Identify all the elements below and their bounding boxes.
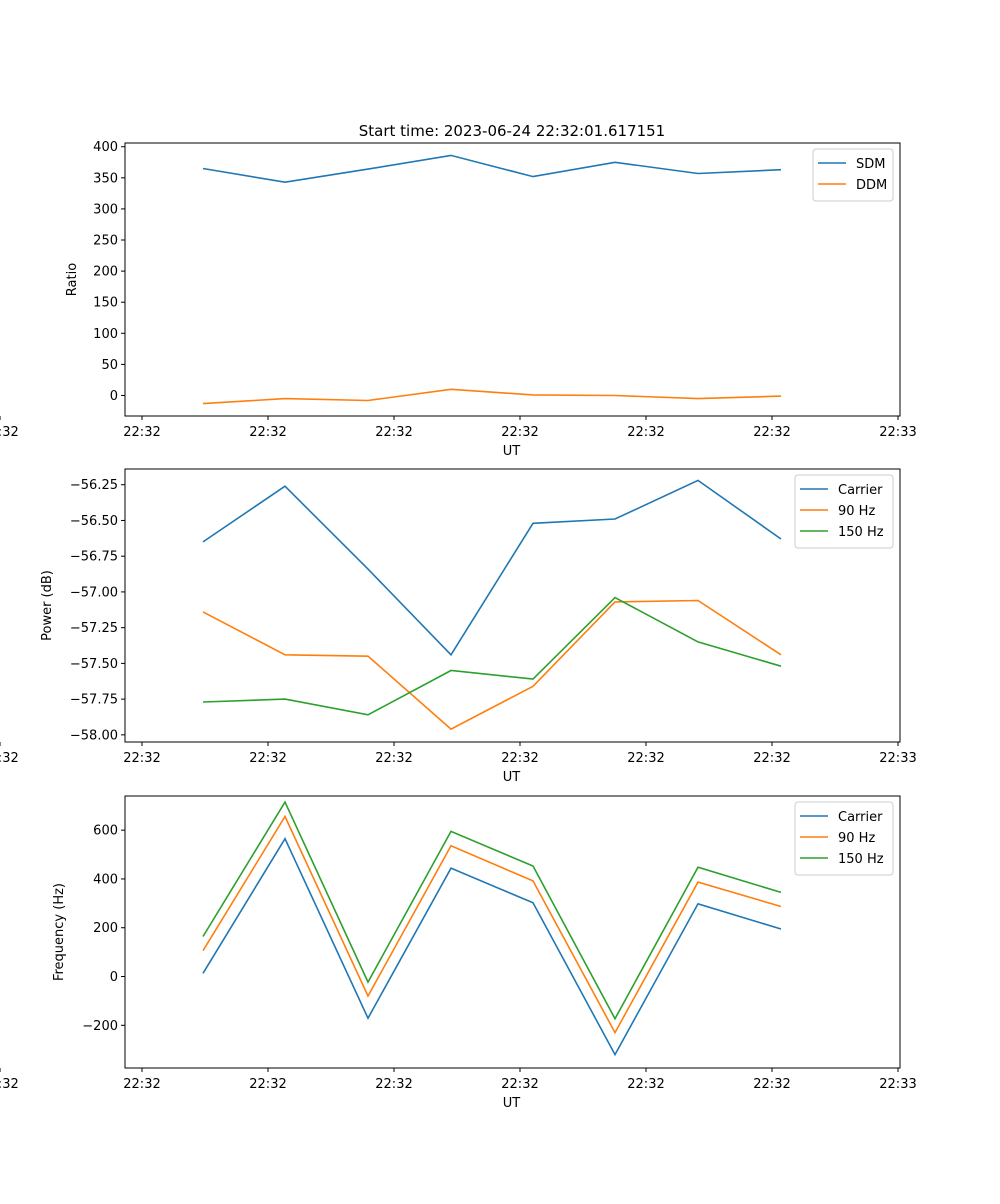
x-tick-label: 22:32 (123, 1077, 160, 1092)
legend-label: SDM (856, 157, 885, 172)
legend: Carrier 90 Hz 150 Hz (794, 474, 894, 549)
y-tick-label: 0 (110, 389, 118, 404)
x-tick-label: 22:32 (249, 751, 286, 766)
x-tick-label: 22:32 (627, 751, 664, 766)
x-tick-label: 22:32 (501, 1077, 538, 1092)
x-tick-label: 22:32 (753, 425, 790, 440)
x-tick-label: 22:32 (501, 425, 538, 440)
axes-frame (124, 142, 901, 417)
x-tick-label: 22:32 (627, 1077, 664, 1092)
legend-box (794, 474, 894, 549)
x-tick-label: 22:32 (0, 425, 19, 440)
y-tick-label: 250 (93, 234, 118, 249)
axes-frame (124, 795, 901, 1069)
legend-box (794, 801, 894, 876)
y-tick-label: 350 (93, 171, 118, 186)
series-line-150-hz (202, 596, 782, 716)
y-axis-label: Frequency (Hz) (52, 883, 67, 981)
y-tick-label: −200 (82, 1019, 118, 1034)
x-tick-label: 22:32 (0, 751, 19, 766)
legend-label: 150 Hz (838, 525, 884, 540)
x-tick-label: 22:32 (375, 751, 412, 766)
chart-panel-1: 0 50 100 150 200 250 300 350 400 22:32 22:32 22:32 2… (0, 140, 917, 459)
y-tick-label: 100 (93, 327, 118, 342)
x-axis-label: UT (503, 444, 521, 459)
y-tick-label: 200 (93, 265, 118, 280)
x-tick-label: 22:32 (753, 1077, 790, 1092)
chart-panel-2: −58.00 −57.75 −57.50 −57.25 −57.00 −56.75 −56.… (0, 468, 917, 785)
y-axis-label: Ratio (65, 263, 80, 296)
x-tick-label: 22:32 (501, 751, 538, 766)
axes-frame (124, 468, 901, 743)
series-line-sdm (202, 154, 782, 184)
x-tick-label: 22:32 (0, 1077, 19, 1092)
series-line-carrier (202, 479, 782, 657)
y-tick-label: −56.25 (70, 478, 118, 493)
series-line-ddm (202, 388, 782, 405)
legend-label: DDM (856, 178, 887, 193)
x-tick-label: 22:32 (249, 425, 286, 440)
y-tick-label: −56.50 (70, 514, 118, 529)
y-tick-label: 600 (93, 824, 118, 839)
legend-label: Carrier (838, 810, 883, 825)
x-tick-label: 22:33 (879, 1077, 916, 1092)
series-line-90-hz (202, 814, 782, 1035)
x-tick-label: 22:32 (123, 751, 160, 766)
y-tick-label: −57.75 (70, 693, 118, 708)
x-axis-label: UT (503, 770, 521, 785)
y-tick-label: 150 (93, 296, 118, 311)
legend: Carrier 90 Hz 150 Hz (794, 801, 894, 876)
x-tick-label: 22:32 (375, 1077, 412, 1092)
y-tick-label: 0 (110, 970, 118, 985)
x-tick-label: 22:32 (375, 425, 412, 440)
legend-label: Carrier (838, 483, 883, 498)
x-tick-label: 22:33 (879, 425, 916, 440)
legend-label: 90 Hz (838, 504, 875, 519)
legend-label: 150 Hz (838, 852, 884, 867)
y-tick-label: −58.00 (70, 728, 118, 743)
legend-label: 90 Hz (838, 831, 875, 846)
y-tick-label: −57.00 (70, 585, 118, 600)
series-line-90-hz (202, 599, 782, 731)
y-tick-label: 300 (93, 202, 118, 217)
x-tick-label: 22:32 (123, 425, 160, 440)
y-tick-label: −56.75 (70, 550, 118, 565)
y-tick-label: −57.25 (70, 621, 118, 636)
legend: SDM DDM (812, 148, 894, 202)
chart-panel-3: −200 0 200 400 600 22:32 22:32 22:32 22:32 22:32 2… (0, 795, 917, 1111)
y-tick-label: 50 (101, 358, 118, 373)
figure-title: Start time: 2023-06-24 22:32:01.617151 (359, 122, 665, 140)
x-tick-label: 22:32 (753, 751, 790, 766)
y-tick-label: 400 (93, 872, 118, 887)
y-axis-label: Power (dB) (40, 570, 55, 641)
x-tick-label: 22:32 (249, 1077, 286, 1092)
x-tick-label: 22:33 (879, 751, 916, 766)
x-tick-label: 22:32 (627, 425, 664, 440)
y-tick-label: 200 (93, 921, 118, 936)
series-line-carrier (202, 837, 782, 1057)
x-axis-label: UT (503, 1096, 521, 1111)
y-tick-label: −57.50 (70, 657, 118, 672)
y-tick-label: 400 (93, 140, 118, 155)
series-line-150-hz (202, 800, 782, 1021)
legend-box (812, 148, 894, 202)
